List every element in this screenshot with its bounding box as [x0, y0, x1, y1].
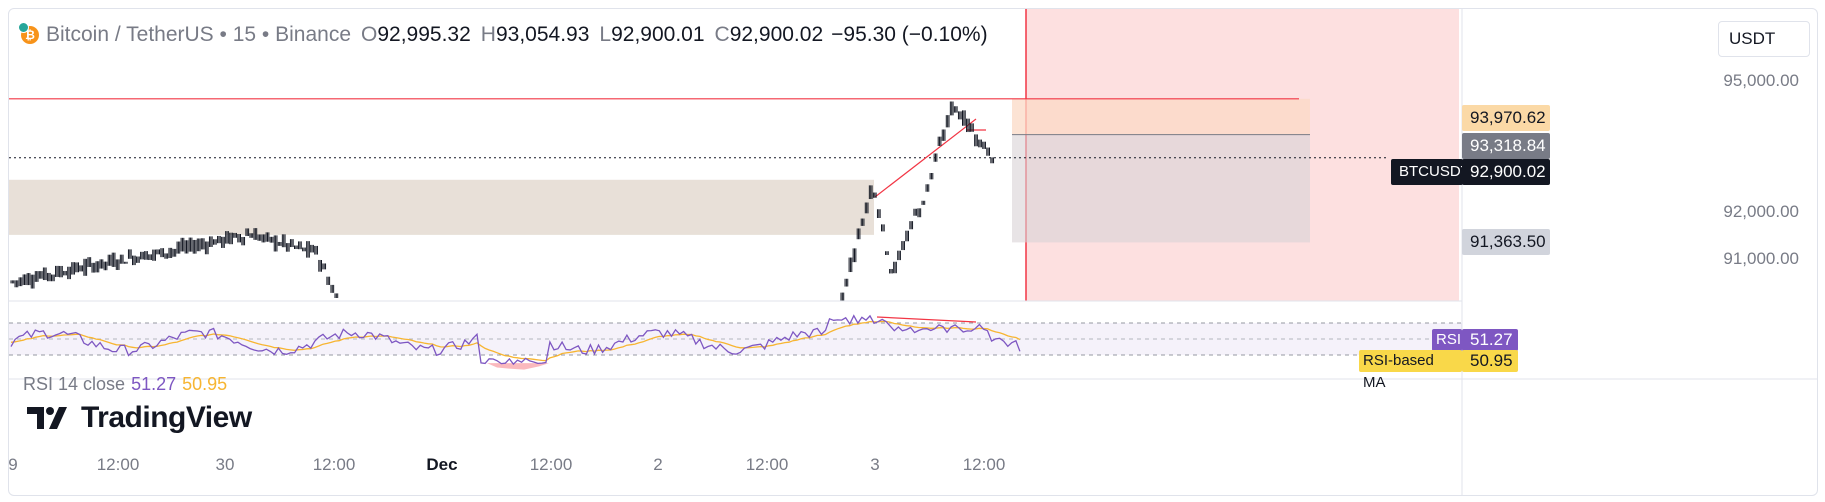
time-label: 12:00 — [529, 455, 573, 474]
supply-zone[interactable] — [9, 179, 874, 235]
position-loss-area[interactable] — [1012, 134, 1310, 243]
entry-price-tag[interactable]: 93,318.84 — [1462, 133, 1550, 159]
chart-canvas[interactable] — [9, 9, 1817, 495]
price-label: 91,000.00 — [1723, 249, 1799, 268]
high-key: H — [480, 23, 496, 46]
high-value: 93,054.93 — [495, 23, 590, 46]
time-label: 30 — [215, 455, 235, 474]
open-value: 92,995.32 — [377, 23, 471, 46]
trend-line[interactable] — [874, 118, 977, 198]
exchange-label[interactable]: Binance — [275, 23, 352, 46]
symbol-name[interactable]: Bitcoin / TetherUS — [46, 23, 214, 46]
position-profit-area[interactable] — [1012, 98, 1310, 135]
candlestick-series[interactable] — [10, 101, 995, 301]
symbol-name-tag[interactable]: BTCUSDT — [1391, 159, 1470, 185]
rsi-ma-tag[interactable]: RSI-based MA — [1359, 350, 1462, 391]
low-key: L — [599, 23, 612, 46]
open-key: O — [361, 23, 378, 46]
close-value: 92,900.02 — [729, 23, 824, 46]
time-label: Dec — [426, 455, 458, 474]
interval-label[interactable]: 15 — [232, 23, 257, 46]
time-label: 12:00 — [312, 455, 356, 474]
time-label: 12:00 — [962, 455, 1006, 474]
rsi-legend[interactable]: RSI 14 close 51.27 50.95 — [23, 374, 227, 395]
stop-price-tag[interactable]: 91,363.50 — [1462, 229, 1550, 255]
bitcoin-logo-icon: ₿ — [18, 22, 39, 44]
tradingview-wordmark: TradingView — [81, 401, 252, 434]
tradingview-logo-icon — [27, 407, 67, 429]
separator-dot: • — [213, 23, 233, 46]
currency-unit-button[interactable]: USDT — [1718, 21, 1810, 57]
rsi-line[interactable] — [10, 314, 1021, 366]
rsi-ma-line[interactable] — [10, 320, 1021, 362]
tradingview-watermark: TradingView — [27, 401, 252, 435]
time-label: 9 — [8, 455, 18, 474]
status-dot-icon — [18, 22, 29, 33]
time-label: 12:00 — [745, 455, 789, 474]
close-key: C — [714, 23, 730, 46]
rsi-divergence-line[interactable] — [876, 316, 977, 323]
rsi-ma-value-tag[interactable]: 50.95 — [1462, 350, 1518, 372]
price-label: 92,000.00 — [1723, 202, 1799, 221]
time-label: 12:00 — [96, 455, 140, 474]
change-value: −95.30 (−0.10%) — [831, 23, 988, 46]
time-label: 2 — [653, 455, 663, 474]
rsi-oversold-fill — [487, 363, 549, 370]
rsi-value: 51.27 — [131, 374, 177, 394]
low-value: 92,900.01 — [611, 23, 705, 46]
symbol-header[interactable]: ₿ Bitcoin / TetherUS • 15 • Binance O 92,… — [18, 22, 988, 47]
chart-frame[interactable]: ₿ Bitcoin / TetherUS • 15 • Binance O 92,… — [8, 8, 1818, 496]
target-price-tag[interactable]: 93,970.62 — [1462, 105, 1550, 131]
rsi-tag[interactable]: RSI — [1432, 329, 1462, 351]
price-label: 95,000.00 — [1723, 71, 1799, 90]
rsi-ma-value: 50.95 — [182, 374, 228, 394]
rsi-name: RSI 14 close — [23, 374, 126, 394]
time-label: 3 — [870, 455, 880, 474]
separator-dot: • — [256, 23, 276, 46]
last-price-tag[interactable]: 92,900.02 — [1462, 159, 1550, 185]
rsi-value-tag[interactable]: 51.27 — [1462, 329, 1518, 351]
